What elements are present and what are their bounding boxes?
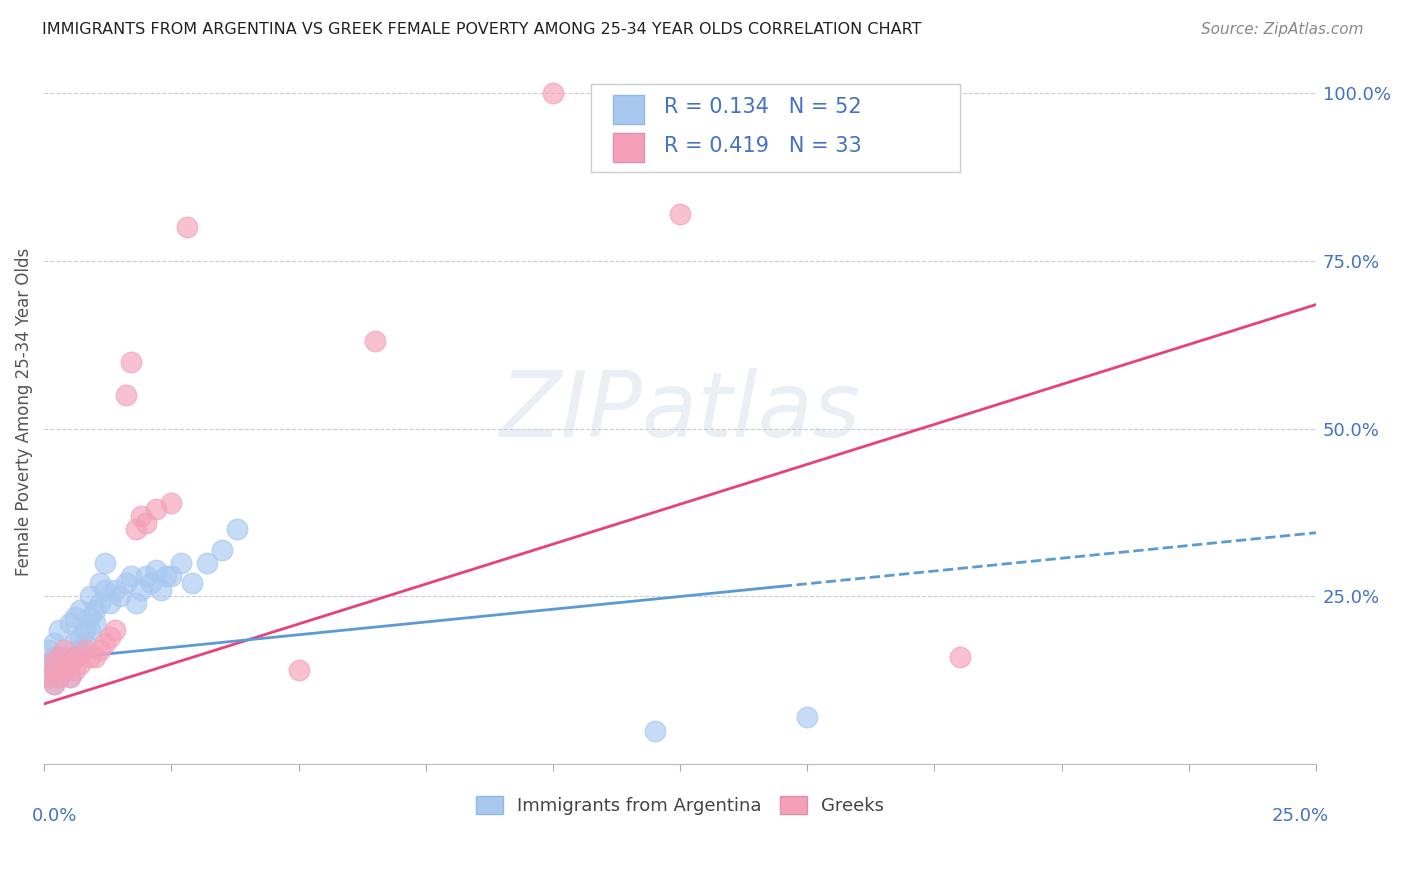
Text: IMMIGRANTS FROM ARGENTINA VS GREEK FEMALE POVERTY AMONG 25-34 YEAR OLDS CORRELAT: IMMIGRANTS FROM ARGENTINA VS GREEK FEMAL… bbox=[42, 22, 922, 37]
Point bbox=[58, 616, 80, 631]
Point bbox=[98, 630, 121, 644]
Point bbox=[150, 582, 173, 597]
Point bbox=[48, 657, 70, 671]
Point bbox=[160, 495, 183, 509]
Point bbox=[44, 663, 66, 677]
Point bbox=[125, 522, 148, 536]
Point bbox=[73, 623, 96, 637]
Point bbox=[89, 596, 111, 610]
Point bbox=[364, 334, 387, 349]
Point bbox=[94, 636, 117, 650]
Point bbox=[69, 603, 91, 617]
Point bbox=[180, 576, 202, 591]
Text: Source: ZipAtlas.com: Source: ZipAtlas.com bbox=[1201, 22, 1364, 37]
Point bbox=[58, 657, 80, 671]
Point bbox=[63, 609, 86, 624]
Text: 25.0%: 25.0% bbox=[1271, 806, 1329, 824]
Point bbox=[135, 569, 157, 583]
FancyBboxPatch shape bbox=[613, 133, 644, 162]
Point bbox=[58, 670, 80, 684]
Point bbox=[125, 596, 148, 610]
Point bbox=[84, 603, 107, 617]
Y-axis label: Female Poverty Among 25-34 Year Olds: Female Poverty Among 25-34 Year Olds bbox=[15, 248, 32, 576]
Point bbox=[94, 556, 117, 570]
Point bbox=[44, 649, 66, 664]
Point bbox=[48, 623, 70, 637]
Point bbox=[89, 576, 111, 591]
Point bbox=[669, 207, 692, 221]
Text: R = 0.419   N = 33: R = 0.419 N = 33 bbox=[664, 136, 862, 156]
FancyBboxPatch shape bbox=[613, 95, 644, 124]
Point bbox=[211, 542, 233, 557]
Point bbox=[84, 616, 107, 631]
Point bbox=[226, 522, 249, 536]
Point bbox=[145, 563, 167, 577]
Point bbox=[114, 576, 136, 591]
Point bbox=[53, 663, 76, 677]
Point bbox=[94, 582, 117, 597]
Point bbox=[84, 649, 107, 664]
Point bbox=[287, 663, 309, 677]
FancyBboxPatch shape bbox=[591, 84, 960, 172]
Point bbox=[44, 663, 66, 677]
Point bbox=[796, 710, 818, 724]
Point bbox=[949, 649, 972, 664]
Point bbox=[48, 649, 70, 664]
Point bbox=[114, 388, 136, 402]
Point bbox=[53, 649, 76, 664]
Point bbox=[79, 590, 101, 604]
Point bbox=[38, 670, 60, 684]
Point bbox=[104, 582, 127, 597]
Point bbox=[48, 670, 70, 684]
Point bbox=[63, 636, 86, 650]
Point bbox=[79, 649, 101, 664]
Point bbox=[79, 609, 101, 624]
Point bbox=[53, 663, 76, 677]
Point bbox=[129, 582, 152, 597]
Point bbox=[58, 670, 80, 684]
Point bbox=[44, 677, 66, 691]
Point bbox=[73, 643, 96, 657]
Point bbox=[176, 220, 198, 235]
Point bbox=[38, 670, 60, 684]
Point bbox=[644, 723, 666, 738]
Point bbox=[195, 556, 218, 570]
Point bbox=[69, 657, 91, 671]
Point bbox=[104, 623, 127, 637]
Point bbox=[38, 657, 60, 671]
Point bbox=[69, 630, 91, 644]
Point bbox=[98, 596, 121, 610]
Point bbox=[63, 649, 86, 664]
Point bbox=[63, 663, 86, 677]
Point bbox=[120, 354, 142, 368]
Point bbox=[135, 516, 157, 530]
Point bbox=[79, 623, 101, 637]
Point bbox=[170, 556, 193, 570]
Text: 0.0%: 0.0% bbox=[31, 806, 77, 824]
Point bbox=[73, 636, 96, 650]
Point bbox=[44, 636, 66, 650]
Point bbox=[58, 657, 80, 671]
Point bbox=[139, 576, 162, 591]
Point bbox=[53, 643, 76, 657]
Text: ZIPatlas: ZIPatlas bbox=[499, 368, 860, 456]
Legend: Immigrants from Argentina, Greeks: Immigrants from Argentina, Greeks bbox=[468, 789, 891, 822]
Point bbox=[110, 590, 132, 604]
Point bbox=[89, 643, 111, 657]
Point bbox=[69, 643, 91, 657]
Point bbox=[63, 649, 86, 664]
Point bbox=[38, 643, 60, 657]
Point bbox=[541, 86, 564, 100]
Point bbox=[155, 569, 177, 583]
Point bbox=[44, 677, 66, 691]
Point bbox=[48, 670, 70, 684]
Point bbox=[129, 508, 152, 523]
Point bbox=[160, 569, 183, 583]
Text: R = 0.134   N = 52: R = 0.134 N = 52 bbox=[664, 97, 860, 117]
Point bbox=[145, 502, 167, 516]
Point bbox=[120, 569, 142, 583]
Point bbox=[38, 657, 60, 671]
